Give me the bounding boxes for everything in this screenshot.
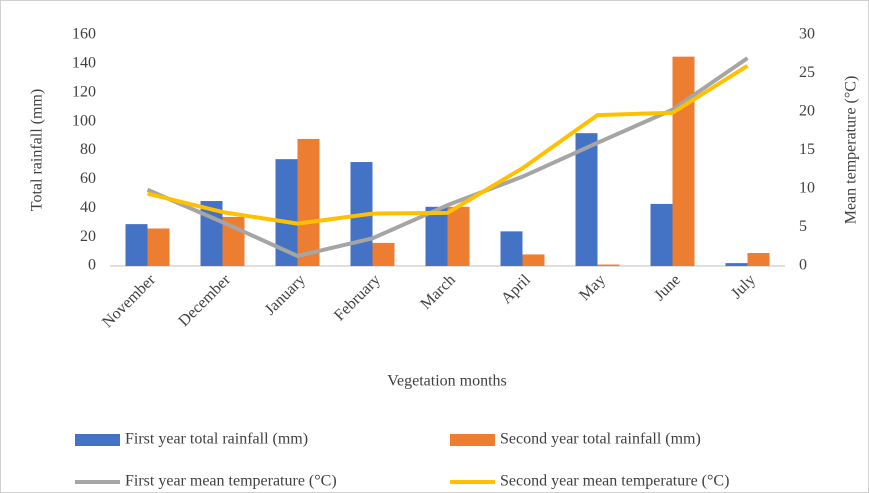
bar <box>650 203 673 266</box>
bar <box>522 254 545 266</box>
bar <box>725 263 748 266</box>
bar <box>372 242 395 266</box>
y-tick-label: 160 <box>72 26 96 43</box>
legend-label: Second year mean temperature (°C) <box>500 473 729 490</box>
y2-tick-label: 0 <box>799 257 807 274</box>
y2-tick-label: 15 <box>799 141 815 158</box>
y-tick-label: 20 <box>80 228 96 245</box>
bar <box>500 231 523 266</box>
legend-label: Second year total rainfall (mm) <box>500 431 701 448</box>
y-axis-title: Total rainfall (mm) <box>29 89 46 211</box>
bar <box>575 133 598 266</box>
y2-tick-label: 30 <box>799 26 815 43</box>
line-series <box>147 64 749 226</box>
y2-tick-label: 5 <box>799 218 807 235</box>
bar <box>275 159 298 266</box>
y2-axis-title: Mean temperature (°C) <box>843 76 860 225</box>
y-tick-label: 80 <box>80 141 96 158</box>
bar <box>125 224 148 266</box>
y-tick-label: 100 <box>72 112 96 129</box>
bar <box>597 264 620 266</box>
y-tick-label: 0 <box>88 257 96 274</box>
bar <box>672 56 695 266</box>
bar <box>297 138 320 266</box>
y-tick-label: 120 <box>72 83 96 100</box>
y2-tick-label: 25 <box>799 64 815 81</box>
bar <box>425 206 448 266</box>
legend-swatch <box>450 434 495 446</box>
bar <box>147 228 170 266</box>
legend-label: First year total rainfall (mm) <box>125 431 308 448</box>
bar <box>200 201 223 266</box>
y-tick-label: 40 <box>80 199 96 216</box>
y-tick-label: 140 <box>72 55 96 72</box>
legend-swatch <box>75 434 120 446</box>
bar <box>747 253 770 266</box>
y-tick-label: 60 <box>80 170 96 187</box>
x-axis-title: Vegetation months <box>387 373 507 390</box>
y2-tick-label: 10 <box>799 180 815 197</box>
legend-label: First year mean temperature (°C) <box>125 473 337 490</box>
line-series <box>146 56 749 258</box>
y2-tick-label: 20 <box>799 103 815 120</box>
bar <box>447 206 470 266</box>
